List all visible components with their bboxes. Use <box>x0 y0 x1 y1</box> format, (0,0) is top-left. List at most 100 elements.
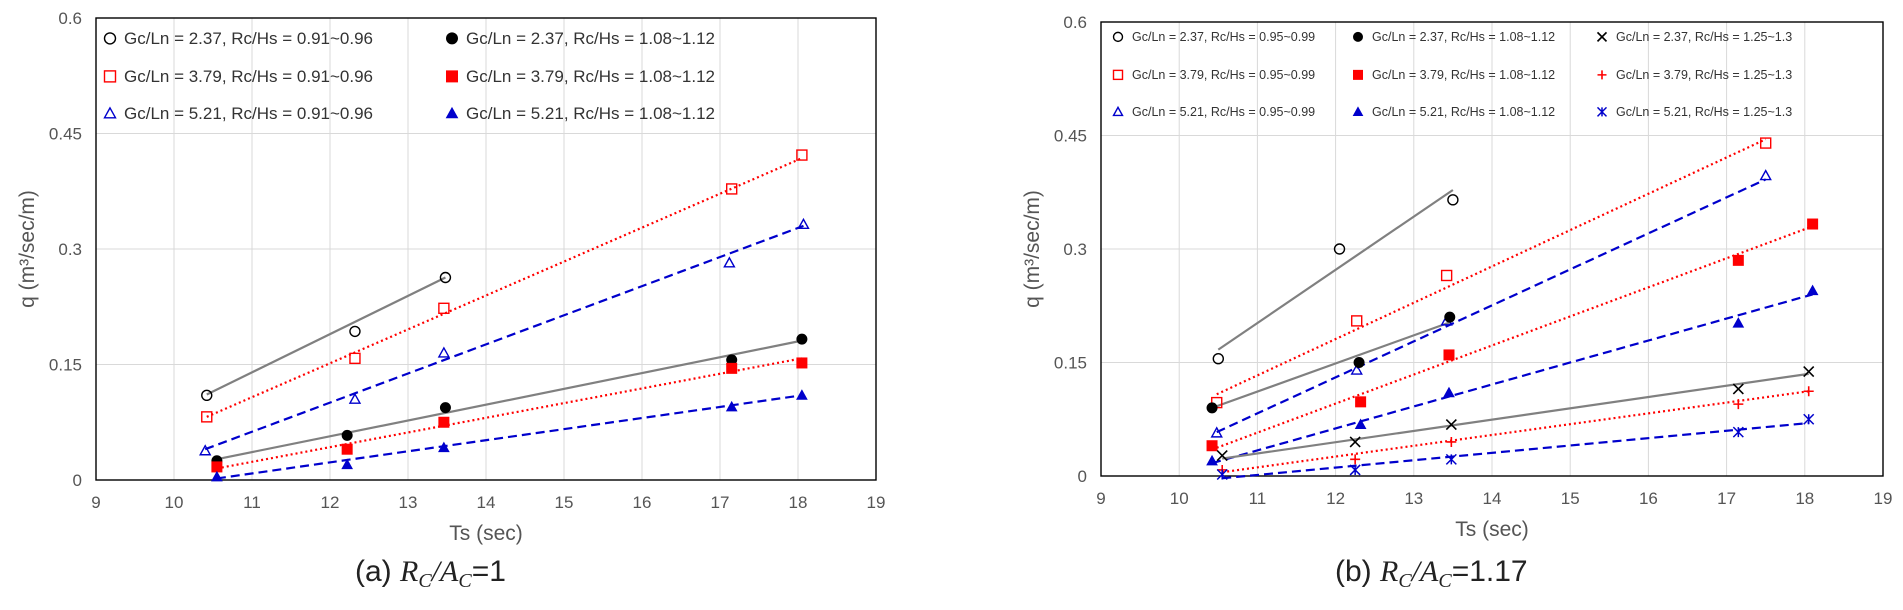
legend-label: Gc/Ln = 5.21, Rc/Hs = 1.08~1.12 <box>1372 105 1555 119</box>
data-point <box>1216 468 1228 481</box>
caption-a-ratio: RC/AC <box>400 555 472 592</box>
x-tick-label: 19 <box>867 493 886 512</box>
data-point <box>1206 440 1218 452</box>
data-point <box>1807 218 1819 230</box>
legend-marker <box>1112 69 1124 81</box>
data-point <box>1732 383 1744 395</box>
x-tick-label: 16 <box>1639 489 1658 508</box>
x-tick-label: 9 <box>1096 489 1105 508</box>
data-point <box>211 470 223 482</box>
legend-marker <box>1352 106 1364 116</box>
legend-marker <box>103 32 117 45</box>
data-point <box>796 333 808 345</box>
trendline-series-2 <box>1216 138 1767 396</box>
legend-marker <box>445 106 459 119</box>
data-point <box>723 256 736 268</box>
plot-border <box>95 17 877 481</box>
data-point <box>1803 386 1814 397</box>
legend-label: Gc/Ln = 3.79, Rc/Hs = 0.91~0.96 <box>124 67 373 86</box>
x-tick-label: 13 <box>1404 489 1423 508</box>
legend-label: Gc/Ln = 3.79, Rc/Hs = 1.25~1.3 <box>1616 68 1792 82</box>
x-tick-label: 14 <box>1483 489 1502 508</box>
data-point <box>726 183 738 195</box>
data-point <box>1732 317 1745 328</box>
trendline-series-9 <box>1222 421 1809 480</box>
data-point <box>1444 311 1456 323</box>
y-tick-label: 0.45 <box>1054 127 1087 146</box>
data-point <box>1333 243 1346 255</box>
x-tick-label: 12 <box>1326 489 1345 508</box>
legend-label: Gc/Ln = 2.37, Rc/Hs = 1.08~1.12 <box>466 29 715 48</box>
legend-label: Gc/Ln = 2.37, Rc/Hs = 1.08~1.12 <box>1372 30 1555 44</box>
data-point <box>725 400 738 412</box>
x-tick-label: 12 <box>321 493 340 512</box>
legend-label: Gc/Ln = 3.79, Rc/Hs = 1.08~1.12 <box>466 67 715 86</box>
data-point <box>349 325 361 338</box>
y-tick-label: 0.45 <box>49 125 82 144</box>
x-tick-label: 13 <box>399 493 418 512</box>
trendline-series-6 <box>1211 293 1813 465</box>
legend-label: Gc/Ln = 5.21, Rc/Hs = 0.95~0.99 <box>1132 105 1315 119</box>
trendline-series-7 <box>1222 372 1809 460</box>
data-point <box>201 411 213 423</box>
data-point <box>796 149 808 161</box>
legend-label: Gc/Ln = 2.37, Rc/Hs = 1.25~1.3 <box>1616 30 1792 44</box>
data-point <box>201 389 213 401</box>
trendline-series-6 <box>216 394 803 480</box>
caption-a: (a) RC/AC=1 <box>355 555 506 593</box>
x-tick-label: 17 <box>1717 489 1736 508</box>
caption-b-ratio: RC/AC <box>1380 555 1452 592</box>
data-point <box>1443 349 1455 361</box>
legend-marker <box>1596 106 1608 117</box>
data-point <box>438 441 450 453</box>
legend-label: Gc/Ln = 3.79, Rc/Hs = 1.08~1.12 <box>1372 68 1555 82</box>
data-point <box>1733 399 1744 410</box>
trendline-series-1 <box>206 276 446 396</box>
caption-b-value: =1.17 <box>1451 555 1528 588</box>
data-point <box>1212 353 1225 365</box>
trendline-series-3 <box>1216 178 1767 434</box>
x-axis-title: Ts (sec) <box>449 522 523 545</box>
data-point <box>1349 436 1361 448</box>
x-tick-label: 10 <box>165 493 184 512</box>
legend-label: Gc/Ln = 2.37, Rc/Hs = 0.95~0.99 <box>1132 30 1315 44</box>
x-axis-title: Ts (sec) <box>1455 518 1529 541</box>
x-tick-label: 18 <box>789 493 808 512</box>
data-point <box>797 217 810 230</box>
data-point <box>439 271 452 284</box>
data-point <box>1440 269 1453 282</box>
legend-label: Gc/Ln = 5.21, Rc/Hs = 1.08~1.12 <box>466 104 715 123</box>
data-point <box>1445 418 1457 431</box>
x-tick-label: 17 <box>711 493 730 512</box>
data-point <box>1732 426 1744 438</box>
y-tick-label: 0.15 <box>49 356 82 375</box>
trendline-series-5 <box>1211 225 1814 451</box>
data-point <box>199 444 212 456</box>
plot-border <box>1100 21 1884 477</box>
x-tick-label: 11 <box>243 493 261 512</box>
trendline-series-5 <box>216 357 803 470</box>
x-tick-label: 18 <box>1795 489 1814 508</box>
data-point <box>438 302 450 314</box>
y-tick-label: 0.15 <box>1054 354 1087 373</box>
data-point <box>341 458 354 470</box>
data-point <box>437 346 451 358</box>
x-tick-label: 19 <box>1874 489 1893 508</box>
x-tick-label: 15 <box>1561 489 1580 508</box>
chart-a: 9 10 11 12 13 14 15 16 17 18 19 0 0.15 0.3 0.45 0.6 Ts (… <box>16 9 885 545</box>
legend-marker <box>1596 31 1608 42</box>
data-point <box>1446 436 1457 447</box>
x-tick-label: 16 <box>633 493 652 512</box>
data-point <box>726 362 738 374</box>
legend-label: Gc/Ln = 5.21, Rc/Hs = 0.91~0.96 <box>124 104 373 123</box>
data-point <box>1350 363 1363 375</box>
trendline-series-4 <box>216 339 803 461</box>
y-tick-label: 0.6 <box>1063 13 1087 32</box>
data-point <box>1349 464 1361 476</box>
y-tick-label: 0 <box>73 471 82 490</box>
legend-label: Gc/Ln = 3.79, Rc/Hs = 0.95~0.99 <box>1132 68 1315 82</box>
data-point <box>341 443 353 455</box>
trendline-series-3 <box>204 224 804 451</box>
data-point <box>349 352 361 365</box>
